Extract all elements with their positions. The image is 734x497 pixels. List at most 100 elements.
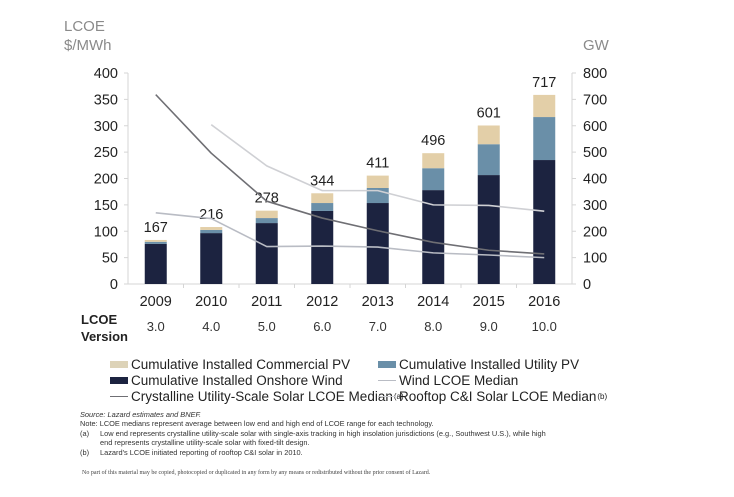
lcoe-version-label: LCOE Version (81, 311, 128, 345)
footnote-b-text: Lazard's LCOE initiated reporting of roo… (100, 447, 303, 457)
bar-segment-commercial-pv (366, 175, 389, 188)
lcoe-version-value: 8.0 (424, 319, 442, 334)
right-axis-tick-label: 200 (583, 224, 607, 240)
left-axis-tick-label: 400 (94, 66, 118, 82)
right-axis-tick-label: 600 (583, 119, 607, 135)
footnote-a-tag: (a) (80, 428, 90, 438)
lcoe-version-value: 4.0 (202, 319, 220, 334)
legend-footnote-a: (a) (393, 392, 404, 401)
bar-segment-onshore-wind (422, 190, 445, 284)
legend-swatch-rooftop-solar-lcoe (378, 395, 396, 398)
legend-label-onshore-wind: Cumulative Installed Onshore Wind (131, 373, 343, 388)
left-axis-tick-label: 350 (94, 92, 118, 108)
general-note: Note: LCOE medians represent average bet… (80, 419, 680, 428)
right-axis-tick-label: 100 (583, 251, 607, 267)
bar-segment-onshore-wind (477, 175, 500, 284)
bar-segment-utility-pv (200, 229, 223, 234)
legend-item-wind-lcoe: Wind LCOE Median (378, 373, 518, 388)
x-axis-tick-label: 2011 (251, 294, 282, 310)
lcoe-version-value: 3.0 (147, 319, 165, 334)
bar-total-label: 167 (144, 220, 168, 236)
disclaimer: No part of this material may be copied, … (82, 470, 431, 476)
left-axis-tick-label: 150 (94, 198, 118, 214)
lcoe-version-label-line2: Version (81, 329, 128, 344)
source-note: Source: Lazard estimates and BNEF. (80, 410, 680, 419)
source-text: Lazard estimates and BNEF. (107, 410, 202, 419)
note-text: LCOE medians represent average between l… (99, 419, 434, 429)
right-axis-tick-label: 500 (583, 145, 607, 161)
x-axis-tick-label: 2016 (528, 294, 560, 310)
footnotes: Source: Lazard estimates and BNEF. Note:… (80, 410, 680, 457)
bar-segment-onshore-wind (366, 203, 389, 284)
bar-segment-onshore-wind (311, 210, 334, 284)
legend-item-onshore-wind: Cumulative Installed Onshore Wind (110, 373, 343, 388)
left-axis-title: LCOE $/MWh (64, 17, 112, 55)
source-prefix: Source: (80, 410, 106, 419)
legend-item-rooftop-solar-lcoe: Rooftop C&I Solar LCOE Median (b) (378, 389, 607, 404)
right-axis-tick-label: 0 (583, 277, 591, 293)
line-wind-lcoe (155, 211, 545, 259)
bar-segment-commercial-pv (255, 210, 278, 219)
bar-total-label: 496 (421, 133, 445, 149)
left-axis-tick-label: 200 (94, 172, 118, 188)
bar-segment-utility-pv (477, 144, 500, 176)
bar-segment-onshore-wind (255, 223, 278, 284)
bar-segment-utility-pv (144, 241, 167, 244)
right-axis-tick-label: 300 (583, 198, 607, 214)
bar-segment-commercial-pv (200, 227, 223, 230)
legend-label-utility-solar-lcoe: Crystalline Utility-Scale Solar LCOE Med… (131, 389, 393, 404)
footnote-a-line1: Low end represents crystalline utility-s… (100, 428, 546, 438)
legend-swatch-utility-solar-lcoe (110, 395, 128, 398)
bar-total-label: 344 (310, 173, 334, 189)
left-axis-title-line1: LCOE (64, 18, 105, 35)
legend-item-commercial-pv: Cumulative Installed Commercial PV (110, 357, 350, 372)
legend-footnote-b: (b) (597, 392, 608, 401)
x-axis-tick-label: 2014 (417, 294, 449, 310)
bar-segment-commercial-pv (311, 193, 334, 204)
lcoe-version-value: 6.0 (313, 319, 331, 334)
legend-item-utility-solar-lcoe: Crystalline Utility-Scale Solar LCOE Med… (110, 389, 404, 404)
legend-label-wind-lcoe: Wind LCOE Median (399, 373, 519, 388)
lcoe-version-label-line1: LCOE (81, 312, 118, 327)
left-axis-tick-label: 250 (94, 145, 118, 161)
right-axis-tick-label: 400 (583, 172, 607, 188)
bar-segment-utility-pv (255, 218, 278, 224)
bar-segment-utility-pv (311, 203, 334, 211)
lcoe-version-value: 5.0 (258, 319, 276, 334)
legend-item-utility-pv: Cumulative Installed Utility PV (378, 357, 579, 372)
x-axis-tick-label: 2012 (306, 294, 338, 310)
left-axis-tick-label: 0 (110, 277, 118, 293)
right-axis-tick-label: 800 (583, 66, 607, 82)
left-axis-tick-label: 300 (94, 119, 118, 135)
legend-swatch-onshore-wind (110, 377, 128, 384)
bar-total-label: 717 (532, 75, 556, 91)
legend-swatch-utility-pv (378, 361, 396, 368)
left-axis-tick-label: 50 (102, 251, 118, 267)
x-axis-tick-label: 2009 (140, 294, 172, 310)
legend-swatch-wind-lcoe (378, 379, 396, 382)
legend-label-rooftop-solar-lcoe: Rooftop C&I Solar LCOE Median (399, 389, 597, 404)
bar-total-label: 601 (477, 105, 501, 121)
left-axis-tick-label: 100 (94, 224, 118, 240)
right-axis-title: GW (583, 37, 609, 54)
line-utility-solar-lcoe (155, 94, 545, 255)
bar-segment-onshore-wind (200, 233, 223, 284)
legend-swatch-commercial-pv (110, 361, 128, 368)
bar-total-label: 411 (366, 156, 389, 172)
bar-segment-onshore-wind (533, 160, 556, 284)
bar-segment-commercial-pv (144, 239, 167, 242)
footnote-b-tag: (b) (80, 447, 90, 457)
x-axis-tick-label: 2013 (362, 294, 394, 310)
lcoe-version-value: 9.0 (480, 319, 498, 334)
bar-segment-utility-pv (422, 168, 445, 191)
lcoe-version-value: 7.0 (369, 319, 387, 334)
right-axis-tick-label: 700 (583, 92, 607, 108)
chart: 0 50 100 150 200 250 300 350 400 0 100 200 300 400 500… (94, 66, 607, 334)
footnote-a-line2: end represents crystalline utility-scale… (100, 438, 310, 448)
left-axis-title-line2: $/MWh (64, 37, 112, 54)
lcoe-version-value: 10.0 (532, 319, 557, 334)
note-prefix: Note: (80, 419, 98, 429)
x-axis-tick-label: 2015 (473, 294, 505, 310)
bar-segment-onshore-wind (144, 243, 167, 284)
legend-label-commercial-pv: Cumulative Installed Commercial PV (131, 357, 351, 372)
